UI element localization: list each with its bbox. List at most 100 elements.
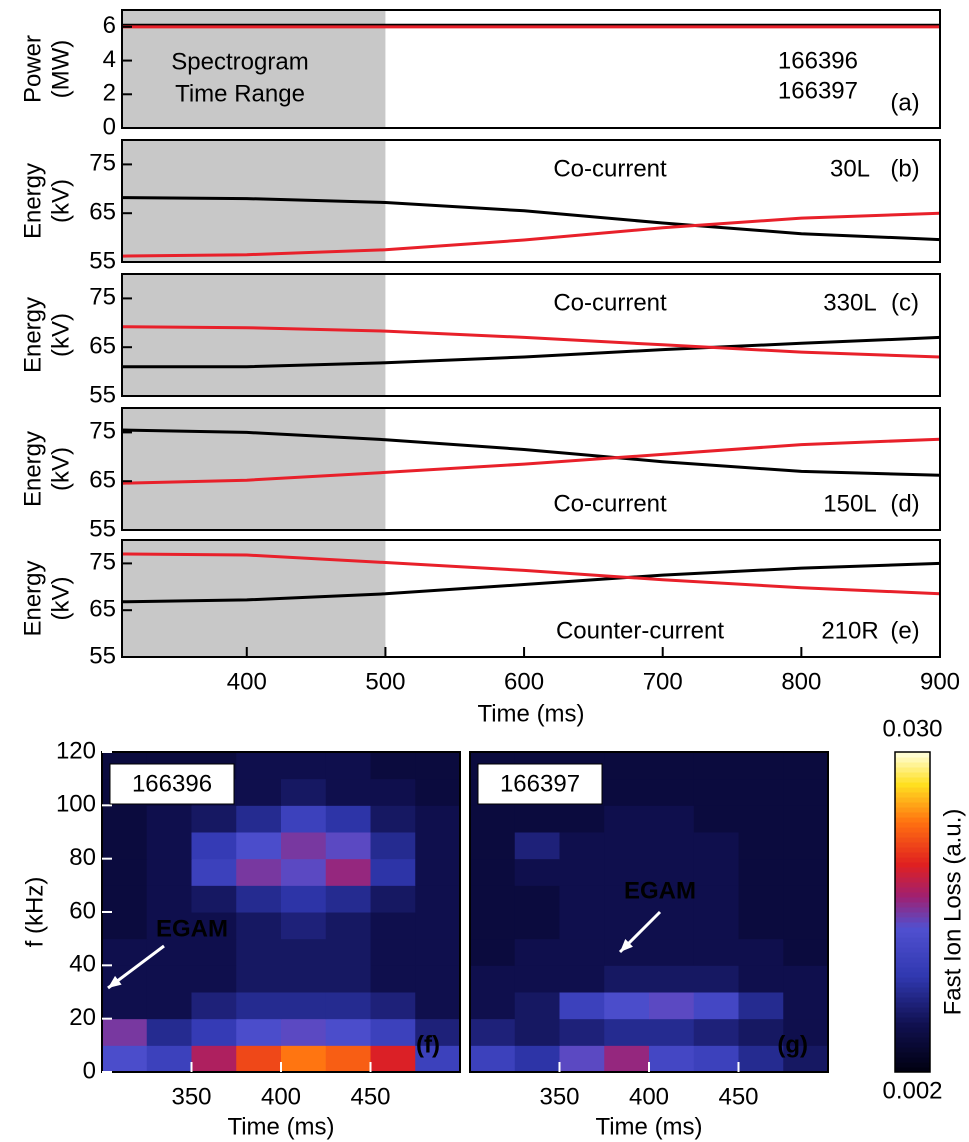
heat-cell (604, 885, 650, 913)
colorbar-step (895, 887, 930, 893)
heat-cell (693, 965, 739, 993)
shot-box (477, 763, 603, 805)
plot-frame (121, 9, 941, 129)
colorbar-step (895, 947, 930, 953)
heat-cell (102, 912, 148, 940)
colorbar-step (895, 977, 930, 983)
colorbar-step (895, 937, 930, 943)
colorbar-step (895, 872, 930, 878)
heat-cell (102, 832, 148, 860)
heat-cell (514, 912, 560, 940)
y-tick-label: 65 (89, 333, 116, 360)
colorbar-step (895, 832, 930, 838)
heat-cell (102, 805, 148, 833)
heat-cell (370, 752, 416, 780)
y-tick-label: 55 (89, 642, 116, 669)
heat-cell (649, 832, 695, 860)
heat-cell (325, 992, 371, 1020)
x-axis-label: Time (ms) (477, 700, 584, 727)
heat-cell (191, 938, 237, 966)
shot-label: 166396 (132, 770, 212, 797)
y-tick-label: 75 (89, 284, 116, 311)
x-tick-label: 350 (171, 1083, 211, 1110)
heat-cell (470, 938, 516, 966)
heat-cell (470, 885, 516, 913)
heat-cell (370, 885, 416, 913)
heat-cell (559, 912, 605, 940)
colorbar-step (895, 987, 930, 993)
heat-cell (370, 965, 416, 993)
heat-cell (236, 965, 282, 993)
heat-cell (281, 992, 327, 1020)
colorbar-step (895, 802, 930, 808)
data-line (121, 552, 941, 596)
heat-cell (783, 885, 829, 913)
heat-cell (783, 992, 829, 1020)
colorbar-step (895, 787, 930, 793)
y-tick-label: 65 (89, 596, 116, 623)
heat-cell (236, 885, 282, 913)
heat-cell (325, 885, 371, 913)
colorbar-step (895, 1057, 930, 1063)
y-tick-label: 75 (89, 418, 116, 445)
y-axis-label: Energy (19, 163, 46, 239)
colorbar-step (895, 1062, 930, 1068)
heat-cell (102, 858, 148, 886)
colorbar-step (895, 897, 930, 903)
heat-cell (693, 912, 739, 940)
y-tick-label: 100 (56, 791, 96, 818)
colorbar-step (895, 807, 930, 813)
heat-cell (236, 1045, 282, 1073)
heat-cell (693, 752, 739, 780)
x-tick-label: 400 (227, 668, 267, 695)
heat-cell (693, 778, 739, 806)
annotation: Time Range (175, 80, 305, 107)
colorbar-step (895, 1017, 930, 1023)
heat-cell (470, 1018, 516, 1046)
colorbar-step (895, 952, 930, 958)
heat-cell (102, 1045, 148, 1073)
colorbar-step (895, 782, 930, 788)
heat-cell (693, 885, 739, 913)
heat-cell (236, 805, 282, 833)
heat-cell (370, 992, 416, 1020)
heat-cell (738, 752, 784, 780)
colorbar-tick-label: 0.030 (882, 715, 942, 742)
heat-cell (738, 858, 784, 886)
annotation: (d) (890, 490, 919, 517)
heat-cell (370, 858, 416, 886)
colorbar-step (895, 902, 930, 908)
y-axis-label: Energy (19, 297, 46, 373)
heat-cell (191, 1018, 237, 1046)
colorbar-step (895, 1012, 930, 1018)
data-line (121, 196, 941, 242)
colorbar-step (895, 997, 930, 1003)
x-tick-label: 700 (643, 668, 683, 695)
colorbar-step (895, 1067, 930, 1073)
colorbar-step (895, 917, 930, 923)
heat-cell (281, 1018, 327, 1046)
heat-cell (236, 912, 282, 940)
heat-cell (325, 832, 371, 860)
y-tick-label: 120 (56, 737, 96, 764)
colorbar-step (895, 1037, 930, 1043)
heat-cell (370, 938, 416, 966)
heat-cell (146, 912, 192, 940)
heat-cell (370, 805, 416, 833)
heat-cell (559, 992, 605, 1020)
heat-cell (604, 992, 650, 1020)
y-axis-label: Power (19, 35, 46, 103)
heat-cell (470, 805, 516, 833)
heat-cell (325, 858, 371, 886)
heat-cell (325, 938, 371, 966)
y-tick-label: 60 (69, 897, 96, 924)
x-tick-label: 450 (718, 1083, 758, 1110)
heat-cell (191, 965, 237, 993)
heat-cell (281, 752, 327, 780)
colorbar-step (895, 962, 930, 968)
data-line (121, 428, 941, 477)
heat-cell (281, 805, 327, 833)
heat-cell (415, 1045, 461, 1073)
y-axis-label: (kV) (47, 313, 74, 357)
